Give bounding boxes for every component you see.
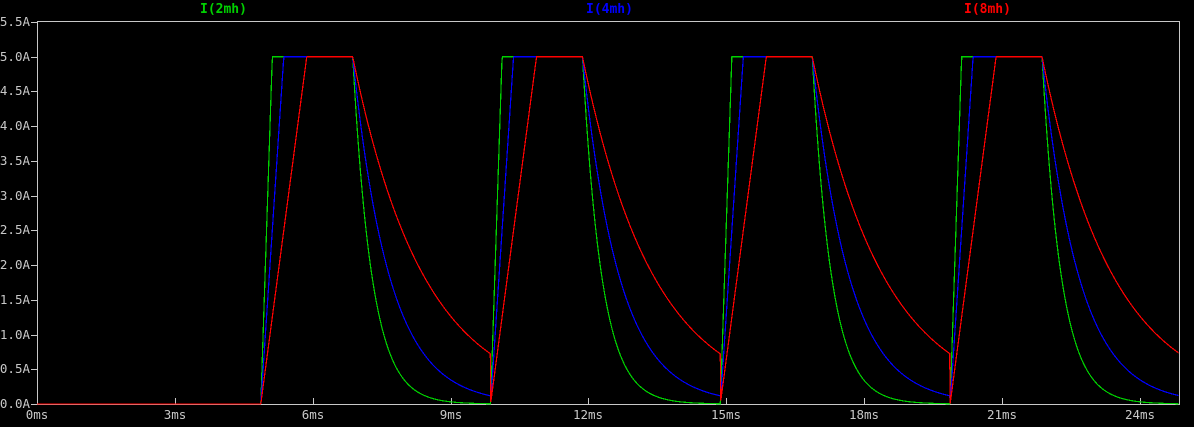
y-tick	[31, 300, 38, 301]
trace-i4mh	[37, 56, 1179, 405]
x-tick-label: 6ms	[301, 407, 325, 422]
x-tick-label: 24ms	[1124, 407, 1156, 422]
x-tick-label: 12ms	[572, 407, 604, 422]
x-tick	[37, 398, 38, 405]
y-tick	[31, 369, 38, 370]
y-tick-label: 3.0A	[0, 188, 30, 203]
y-tick-label: 5.5A	[0, 14, 30, 29]
plot-frame-top	[37, 21, 1180, 22]
x-tick-label: 21ms	[986, 407, 1018, 422]
y-tick	[31, 196, 38, 197]
legend-item-i-4mh[interactable]: I(4mh)	[586, 2, 633, 17]
y-tick-label: 1.5A	[0, 292, 30, 307]
y-tick-label: 2.5A	[0, 222, 30, 237]
y-tick-label: 1.0A	[0, 327, 30, 342]
x-tick	[175, 398, 176, 405]
legend-item-i-8mh[interactable]: I(8mh)	[964, 2, 1011, 17]
trace-i8mh	[37, 56, 1179, 405]
y-tick-label: 3.5A	[0, 153, 30, 168]
x-tick-label: 18ms	[848, 407, 880, 422]
y-tick-label: 0.5A	[0, 361, 30, 376]
y-tick	[31, 335, 38, 336]
y-tick	[31, 57, 38, 58]
x-tick	[313, 398, 314, 405]
x-axis-line	[37, 404, 1180, 405]
x-tick	[864, 398, 865, 405]
legend: I(2mh) I(4mh) I(8mh)	[0, 0, 1194, 21]
y-tick-label: 2.0A	[0, 257, 30, 272]
legend-item-i-2mh[interactable]: I(2mh)	[200, 2, 247, 17]
y-tick	[31, 404, 38, 405]
y-tick	[31, 91, 38, 92]
x-tick	[1002, 398, 1003, 405]
x-tick-label: 15ms	[710, 407, 742, 422]
x-tick-label: 0ms	[25, 407, 49, 422]
y-tick	[31, 265, 38, 266]
y-tick-label: 4.5A	[0, 83, 30, 98]
y-tick	[31, 230, 38, 231]
x-tick-label: 9ms	[439, 407, 463, 422]
x-tick-label: 3ms	[163, 407, 187, 422]
y-tick-label: 0.0A	[0, 396, 30, 411]
y-axis-line	[37, 21, 38, 405]
y-tick	[31, 22, 38, 23]
x-tick	[588, 398, 589, 405]
y-tick-label: 5.0A	[0, 49, 30, 64]
y-tick	[31, 161, 38, 162]
y-tick	[31, 126, 38, 127]
x-tick	[726, 398, 727, 405]
y-tick-label: 4.0A	[0, 118, 30, 133]
plot-frame-right	[1179, 21, 1180, 405]
